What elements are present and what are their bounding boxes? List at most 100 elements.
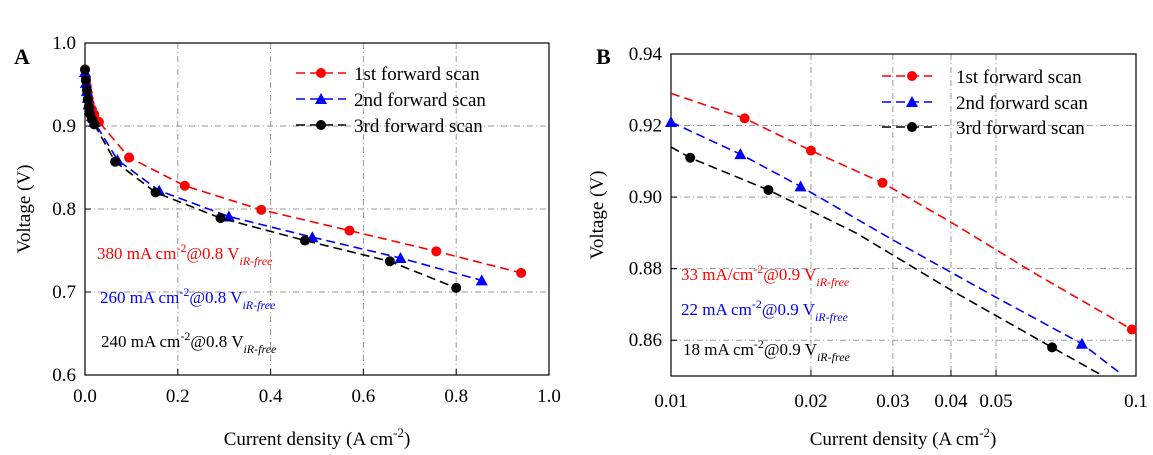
data-point-1 <box>805 145 816 156</box>
data-point-2 <box>1075 337 1088 349</box>
annotation-a-2-rest: @0.8 V <box>189 288 243 307</box>
data-point-2 <box>394 251 407 263</box>
y-axis-label-b: Voltage (V) <box>587 171 608 260</box>
annotation-b-2-rest: @0.9 V <box>762 300 816 319</box>
annotation-b-2-sup: -2 <box>752 297 762 311</box>
annotation-a-2-value: 260 mA cm <box>100 288 179 307</box>
series-line-2 <box>670 121 1120 374</box>
legend-b-label-1: 1st forward scan <box>956 67 1082 88</box>
grid-a <box>85 43 549 375</box>
y-tick-label: 0.88 <box>629 259 662 280</box>
annotation-b-1: 33 mA/cm-2@0.9 ViR-free <box>681 262 850 289</box>
data-point-2 <box>734 148 747 160</box>
panel-label-a: A <box>14 44 30 69</box>
data-point-2 <box>794 180 807 192</box>
x-tick-label: 0.6 <box>352 386 376 407</box>
panel-a: A 0.0 0.2 0.4 0.6 0.8 1.0 0.6 0.7 0.8 0.9 1.0 Curr… <box>14 33 561 450</box>
y-tick-label: 0.8 <box>52 199 76 220</box>
data-point-3 <box>150 187 161 198</box>
annotation-b-3-value: 18 mA cm <box>683 340 754 359</box>
data-point-1 <box>256 204 267 215</box>
data-point-1 <box>1126 324 1137 335</box>
x-tick-label: 0.05 <box>979 391 1012 412</box>
legend-b-marker-3 <box>907 122 917 132</box>
x-tick-label: 0.8 <box>444 386 468 407</box>
annotation-a-3-sub: iR-free <box>243 342 277 356</box>
series-b <box>665 92 1137 377</box>
data-point-2 <box>475 274 488 286</box>
annotation-b-3-rest: @0.9 V <box>764 340 818 359</box>
data-point-1 <box>179 180 190 191</box>
data-point-3 <box>1047 342 1058 353</box>
data-point-3 <box>110 156 121 167</box>
series-a <box>79 64 527 293</box>
x-axis-label-a-text: Current density (A cm <box>224 429 394 450</box>
y-tick-label: 0.94 <box>629 44 663 65</box>
data-point-2 <box>665 115 677 127</box>
x-tick-label: 0.01 <box>654 391 687 412</box>
panel-b: B 0.01 0.02 0.03 0.04 0.05 0.1 0.86 0.88 0.90 0.9… <box>587 44 1148 450</box>
data-point-1 <box>739 113 750 124</box>
x-tick-label: 0.0 <box>73 386 97 407</box>
data-point-3 <box>81 85 92 96</box>
data-point-3 <box>215 213 226 224</box>
y-tick-label: 0.86 <box>629 330 662 351</box>
annotation-a-3-sup: -2 <box>180 329 190 343</box>
y-tick-label: 0.92 <box>629 116 662 137</box>
annotation-b-3-sup: -2 <box>754 337 764 351</box>
annotation-a-1: 380 mA cm-2@0.8 ViR-free <box>97 241 273 268</box>
ticks-b: 0.01 0.02 0.03 0.04 0.05 0.1 0.86 0.88 0.90 0.92 0… <box>629 44 1148 412</box>
legend-b-label-3: 3rd forward scan <box>956 118 1085 139</box>
x-tick-label: 1.0 <box>537 386 561 407</box>
annotation-a-2-sub: iR-free <box>242 298 276 312</box>
annotation-a-2-sup: -2 <box>179 285 189 299</box>
y-tick-label: 0.90 <box>629 187 662 208</box>
x-tick-label: 0.03 <box>876 391 909 412</box>
annotation-a-1-rest: @0.8 V <box>186 244 240 263</box>
legend-a-label-1: 1st forward scan <box>354 64 480 85</box>
x-axis-label-a-sup: -2 <box>393 425 404 440</box>
annotation-b-2-sub: iR-free <box>815 310 849 324</box>
x-tick-label: 0.1 <box>1124 391 1148 412</box>
data-point-3 <box>685 152 696 163</box>
ticks-a: 0.0 0.2 0.4 0.6 0.8 1.0 0.6 0.7 0.8 0.9 1.0 <box>52 33 561 407</box>
x-axis-label-a-end: ) <box>404 429 410 450</box>
x-axis-label-b-end: ) <box>990 429 996 450</box>
legend-a-label-3: 3rd forward scan <box>354 116 483 137</box>
x-tick-label: 0.2 <box>166 386 190 407</box>
data-point-3 <box>384 256 395 267</box>
legend-a-marker-1 <box>316 68 326 78</box>
data-point-3 <box>80 64 90 75</box>
legend-a-marker-3 <box>316 120 326 130</box>
legend-a: 1st forward scan 2nd forward scan 3rd fo… <box>296 64 486 137</box>
x-axis-label-a: Current density (A cm-2) <box>224 425 411 450</box>
annotation-a-2: 260 mA cm-2@0.8 ViR-free <box>100 285 276 312</box>
data-point-3 <box>451 282 462 293</box>
y-tick-label: 1.0 <box>52 33 76 54</box>
annotation-a-1-sup: -2 <box>176 241 186 255</box>
x-axis-label-b: Current density (A cm-2) <box>810 425 997 450</box>
annotation-b-1-value: 33 mA/cm <box>681 265 753 284</box>
annotation-b-2-value: 22 mA cm <box>681 300 752 319</box>
legend-b-marker-2 <box>906 96 918 107</box>
annotation-b-3: 18 mA cm-2@0.9 ViR-free <box>683 337 851 364</box>
annotation-b-2: 22 mA cm-2@0.9 ViR-free <box>681 297 849 324</box>
annotation-b-1-rest: @0.9 V <box>763 265 817 284</box>
legend-a-label-2: 2nd forward scan <box>354 90 486 111</box>
legend-b-marker-1 <box>907 71 917 81</box>
x-tick-label: 0.04 <box>934 391 968 412</box>
annotation-a-3-rest: @0.8 V <box>190 332 244 351</box>
legend-a-marker-2 <box>315 93 327 104</box>
annotation-a-3: 240 mA cm-2@0.8 ViR-free <box>101 329 277 356</box>
data-point-1 <box>877 177 888 188</box>
annotation-a-3-value: 240 mA cm <box>101 332 180 351</box>
legend-b-label-2: 2nd forward scan <box>956 93 1088 114</box>
data-point-1 <box>431 246 442 257</box>
y-tick-label: 0.9 <box>52 116 76 137</box>
y-tick-label: 0.7 <box>52 282 76 303</box>
data-point-1 <box>516 267 527 278</box>
annotation-b-3-sub: iR-free <box>817 350 851 364</box>
data-point-3 <box>80 75 91 86</box>
data-point-1 <box>124 152 135 163</box>
data-point-3 <box>299 235 310 246</box>
